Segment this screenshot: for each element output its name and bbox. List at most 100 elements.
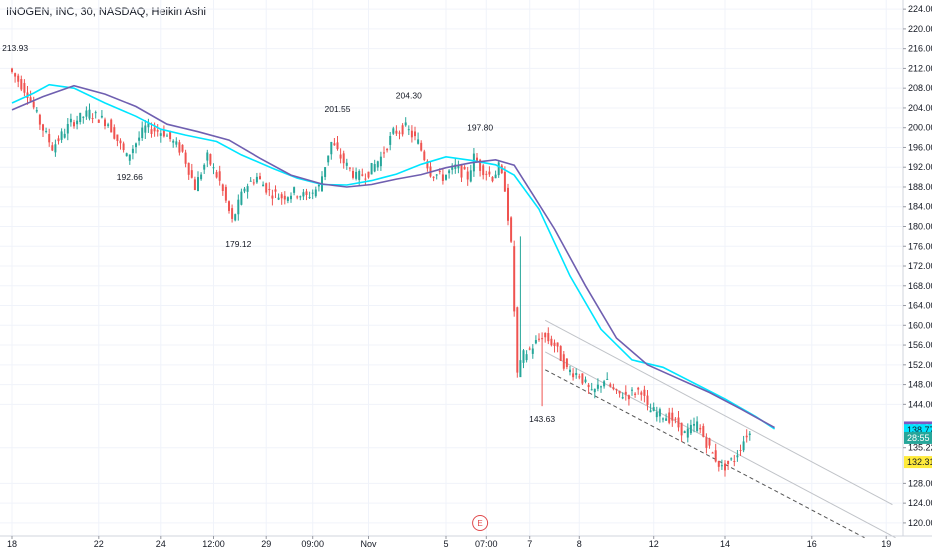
candle-body <box>29 97 32 102</box>
candle-body <box>547 333 550 342</box>
candle-body <box>569 369 571 373</box>
candle-body <box>680 422 683 436</box>
candle-body <box>224 186 227 201</box>
candle-body <box>432 176 435 178</box>
price-tick-label: 144.00 <box>908 399 932 409</box>
candle-body <box>107 124 110 126</box>
candle-body <box>494 174 497 179</box>
candle-body <box>286 197 289 201</box>
candle-body <box>364 178 367 180</box>
candle-body <box>637 387 640 390</box>
price-tick-label: 152.00 <box>908 360 932 370</box>
candle-body <box>386 148 389 151</box>
candle-body <box>420 142 423 151</box>
candle-body <box>283 195 286 200</box>
price-tick-label: 176.00 <box>908 241 932 251</box>
candle-body <box>550 338 553 346</box>
candle-body <box>674 418 677 420</box>
candle-body <box>482 165 485 176</box>
candle-body <box>544 332 547 338</box>
candle-body <box>82 116 85 118</box>
price-annotation: 179.12 <box>225 239 251 249</box>
event-marker[interactable]: E <box>472 515 489 531</box>
price-tag-label: 132.31 <box>907 457 932 467</box>
candle-body <box>246 186 249 192</box>
candle-body <box>696 421 699 432</box>
candle-body <box>60 131 63 140</box>
candle-body <box>457 165 460 169</box>
price-tick-label: 135.22 <box>908 443 932 453</box>
candle-body <box>166 135 168 137</box>
time-tick-label: 8 <box>577 539 582 549</box>
candle-body <box>308 197 311 199</box>
candle-body <box>417 139 420 144</box>
candle-body <box>389 136 392 145</box>
candle-body <box>466 171 469 180</box>
candle-body <box>104 119 106 126</box>
candle-body <box>54 144 57 153</box>
candle-body <box>618 390 621 394</box>
candle-body <box>398 132 401 134</box>
price-annotation: 197.80 <box>467 123 493 133</box>
candle-body <box>745 435 748 438</box>
candle-body <box>76 120 79 125</box>
candle-body <box>361 174 364 176</box>
candle-body <box>534 340 537 344</box>
price-tick-label: 160.00 <box>908 320 932 330</box>
candle-body <box>358 170 361 180</box>
candle-body <box>23 83 26 93</box>
candle-body <box>727 460 730 465</box>
candle-body <box>584 379 587 383</box>
candle-body <box>627 395 630 400</box>
candle-body <box>606 378 609 380</box>
candle-body <box>355 171 358 179</box>
candle-body <box>231 208 234 219</box>
candle-body <box>395 130 398 134</box>
candle-body <box>665 418 668 421</box>
time-tick-label: 12:00 <box>202 539 225 549</box>
candle-body <box>69 118 72 123</box>
candle-body <box>414 131 416 137</box>
candle-body <box>528 348 531 350</box>
candle-body <box>327 155 330 163</box>
candle-body <box>274 189 277 192</box>
candle-body <box>277 197 280 200</box>
time-tick-label: 29 <box>261 539 271 549</box>
price-tag-label: 28:55 <box>907 433 930 443</box>
candle-body <box>426 161 429 169</box>
candle-body <box>717 460 720 467</box>
candle-body <box>609 384 612 387</box>
channel-line <box>544 319 893 506</box>
candle-body <box>367 171 370 178</box>
candle-body <box>187 162 190 175</box>
candle-body <box>63 133 66 138</box>
candle-body <box>510 217 513 242</box>
candle-body <box>131 148 134 154</box>
candle-body <box>410 130 413 138</box>
candle-body <box>330 141 333 155</box>
candle-body <box>128 154 131 161</box>
candle-body <box>658 409 661 417</box>
moving-average-line <box>11 84 775 429</box>
candle-body <box>562 354 565 369</box>
time-tick-label: 22 <box>94 539 104 549</box>
price-tag <box>904 456 932 469</box>
candle-body <box>671 412 674 421</box>
candle-body <box>184 152 187 164</box>
candle-body <box>57 138 60 142</box>
candle-body <box>73 122 75 127</box>
candle-body <box>255 176 258 183</box>
candle-body <box>587 384 590 388</box>
candle-body <box>190 170 193 178</box>
candle-body <box>705 437 708 448</box>
candle-body <box>135 143 137 148</box>
candle-body <box>299 196 302 198</box>
candle-body <box>265 183 268 193</box>
candle-body <box>603 381 606 387</box>
candle-body <box>541 338 544 340</box>
candle-body <box>110 119 113 133</box>
candle-body <box>352 170 354 178</box>
candle-body <box>221 184 224 191</box>
candle-body <box>280 194 283 199</box>
